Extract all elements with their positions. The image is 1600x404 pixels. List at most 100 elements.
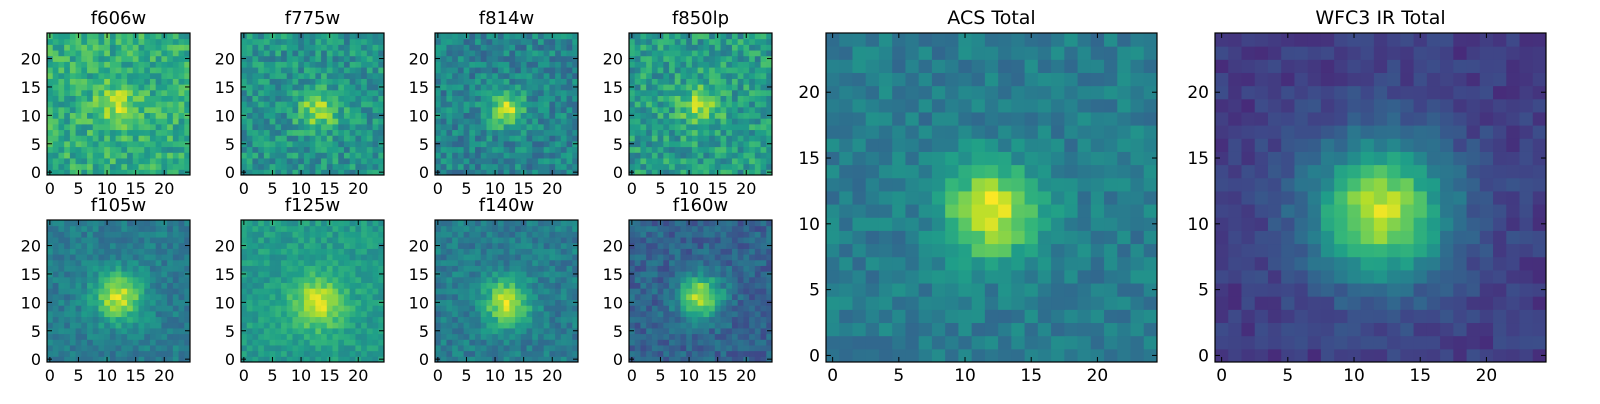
heatmap-cell: [486, 124, 492, 130]
heatmap-cell: [738, 317, 744, 323]
heatmap-cell: [287, 135, 293, 141]
heatmap-cell: [538, 248, 544, 254]
heatmap-cell: [64, 271, 70, 277]
heatmap-cell: [646, 113, 652, 119]
heatmap-cell: [355, 39, 361, 45]
heatmap-cell: [144, 118, 150, 124]
heatmap-cell: [698, 78, 704, 84]
heatmap-cell: [264, 141, 270, 147]
heatmap-cell: [173, 243, 179, 249]
heatmap-cell: [486, 33, 492, 39]
heatmap-cell: [561, 226, 567, 232]
heatmap-cell: [469, 124, 475, 130]
heatmap-cell: [98, 118, 104, 124]
heatmap-cell: [264, 61, 270, 67]
heatmap-cell: [344, 271, 350, 277]
heatmap-cell: [156, 61, 162, 67]
heatmap-cell: [76, 124, 82, 130]
heatmap-cell: [81, 220, 87, 226]
heatmap-cell: [144, 33, 150, 39]
heatmap-cell: [538, 300, 544, 306]
heatmap-cell: [350, 101, 356, 107]
heatmap-cell: [47, 254, 53, 260]
heatmap-cell: [492, 317, 498, 323]
heatmap-cell: [686, 339, 692, 345]
heatmap-cell: [640, 322, 646, 328]
heatmap-cell: [338, 141, 344, 147]
heatmap-cell: [732, 339, 738, 345]
heatmap-cell: [567, 67, 573, 73]
heatmap-cell: [703, 277, 709, 283]
heatmap-cell: [321, 118, 327, 124]
heatmap-cell: [179, 130, 185, 136]
heatmap-cell: [167, 78, 173, 84]
heatmap-cell: [58, 158, 64, 164]
heatmap-cell: [743, 107, 749, 113]
heatmap-cell: [663, 317, 669, 323]
heatmap-cell: [435, 317, 441, 323]
heatmap-cell: [104, 317, 110, 323]
heatmap-cell: [333, 107, 339, 113]
heatmap-cell: [452, 305, 458, 311]
heatmap-cell: [726, 95, 732, 101]
heatmap-cell: [361, 33, 367, 39]
heatmap-cell: [527, 67, 533, 73]
y-tick-label: 0: [419, 350, 429, 369]
heatmap-cell: [663, 288, 669, 294]
heatmap-cell: [703, 118, 709, 124]
heatmap-cell: [521, 282, 527, 288]
heatmap-cell: [64, 317, 70, 323]
heatmap-cell: [327, 305, 333, 311]
heatmap-cell: [567, 90, 573, 96]
heatmap-cell: [521, 90, 527, 96]
heatmap-cell: [538, 237, 544, 243]
heatmap-cell: [58, 260, 64, 266]
heatmap-cell: [315, 254, 321, 260]
heatmap-cell: [98, 50, 104, 56]
heatmap-cell: [64, 328, 70, 334]
heatmap-cell: [81, 33, 87, 39]
heatmap-cell: [310, 84, 316, 90]
heatmap-cell: [150, 56, 156, 62]
heatmap-cell: [167, 237, 173, 243]
heatmap-cell: [504, 237, 510, 243]
heatmap-cell: [139, 254, 145, 260]
heatmap-cell: [749, 300, 755, 306]
heatmap-cell: [281, 260, 287, 266]
heatmap-cell: [652, 339, 658, 345]
heatmap-cell: [527, 124, 533, 130]
heatmap-cell: [532, 39, 538, 45]
heatmap-cell: [127, 220, 133, 226]
heatmap-cell: [504, 294, 510, 300]
heatmap-cell: [156, 271, 162, 277]
heatmap-cell: [104, 78, 110, 84]
heatmap-cell: [179, 265, 185, 271]
heatmap-cell: [81, 95, 87, 101]
heatmap-cell: [680, 305, 686, 311]
heatmap-cell: [327, 265, 333, 271]
heatmap-cell: [173, 282, 179, 288]
heatmap-cell: [544, 73, 550, 79]
heatmap-cell: [333, 265, 339, 271]
heatmap-cell: [53, 345, 59, 351]
heatmap-cell: [361, 328, 367, 334]
heatmap-cell: [139, 113, 145, 119]
heatmap-cell: [161, 334, 167, 340]
heatmap-cell: [116, 288, 122, 294]
heatmap-cell: [179, 147, 185, 153]
heatmap-cell: [53, 288, 59, 294]
heatmap-cell: [509, 231, 515, 237]
heatmap-cell: [452, 101, 458, 107]
panel-title: f606w: [91, 8, 146, 29]
heatmap-cell: [481, 44, 487, 50]
heatmap-cell: [373, 118, 379, 124]
heatmap-cell: [144, 271, 150, 277]
heatmap-cell: [567, 322, 573, 328]
heatmap-cell: [93, 152, 99, 158]
heatmap-cell: [333, 226, 339, 232]
heatmap-cell: [732, 56, 738, 62]
heatmap-cell: [492, 305, 498, 311]
heatmap-cell: [441, 152, 447, 158]
heatmap-cell: [629, 39, 635, 45]
heatmap-cell: [498, 260, 504, 266]
